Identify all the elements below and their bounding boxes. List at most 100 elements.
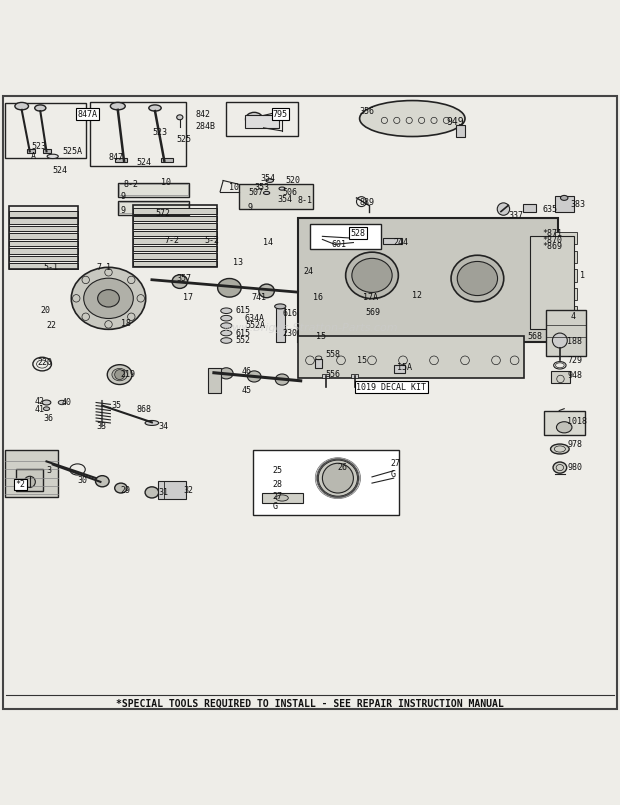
Text: 188: 188 [567,337,582,346]
Text: 14: 14 [264,238,273,247]
Text: 634A: 634A [245,314,265,323]
Ellipse shape [35,105,46,111]
Ellipse shape [24,477,35,488]
Bar [118,201,189,215]
Bar [133,238,217,244]
Ellipse shape [275,374,289,385]
Circle shape [497,203,510,215]
Text: 284B: 284B [195,122,215,131]
Text: 356: 356 [360,106,374,116]
Text: 354: 354 [260,174,275,183]
Text: 15A: 15A [397,363,412,372]
Bar [530,237,574,329]
Text: 34: 34 [158,422,168,431]
Ellipse shape [259,284,275,298]
Bar [133,223,217,229]
Text: *869: *869 [542,242,562,251]
Text: 528: 528 [350,229,365,237]
Bar [158,481,186,498]
Text: 13: 13 [232,258,242,267]
Text: 353: 353 [254,183,269,192]
Text: 5-1: 5-1 [43,263,58,272]
Text: 26: 26 [338,463,348,472]
Bar [298,217,558,342]
Bar [16,469,43,490]
Ellipse shape [247,371,261,382]
Text: 616: 616 [282,309,297,318]
Text: 3: 3 [46,466,51,475]
Bar [133,253,217,258]
Text: 10: 10 [161,178,171,187]
Text: 244: 244 [394,238,409,247]
Ellipse shape [551,444,569,454]
Bar [310,224,381,249]
Ellipse shape [318,460,358,497]
Bar [456,125,465,137]
Ellipse shape [165,490,176,498]
Bar [118,183,189,196]
Text: 524: 524 [136,158,151,167]
Text: 27
G: 27 G [273,492,283,511]
Bar [276,308,285,342]
Bar [133,205,217,267]
Text: 15: 15 [316,332,326,341]
Text: 12: 12 [412,291,422,300]
Text: 978: 978 [567,440,582,449]
Text: 980: 980 [567,463,582,472]
Ellipse shape [264,192,270,195]
Bar [90,102,186,166]
Ellipse shape [71,267,146,329]
Text: 15: 15 [356,356,366,365]
Bar [161,159,173,162]
Text: 889: 889 [360,198,374,208]
Text: 552A: 552A [245,321,265,330]
Text: 17A: 17A [363,292,378,302]
Text: 219: 219 [121,370,136,379]
Ellipse shape [346,252,399,299]
Text: 601: 601 [332,240,347,249]
Text: 220: 220 [37,357,52,367]
Text: 552: 552 [236,336,250,345]
Text: 28: 28 [273,480,283,489]
Ellipse shape [15,102,29,109]
Text: 42: 42 [34,397,44,406]
Ellipse shape [360,101,465,137]
Text: 25: 25 [273,466,283,475]
Ellipse shape [42,400,51,405]
Text: *871: *871 [542,229,562,238]
Text: *2: *2 [16,480,25,489]
Text: 558: 558 [326,349,340,359]
Text: 8-2: 8-2 [124,180,139,188]
Text: 16: 16 [313,292,323,302]
Bar [262,493,303,503]
Bar [9,206,78,269]
Ellipse shape [145,487,159,498]
Bar [351,374,358,378]
Text: 30: 30 [78,476,87,485]
Text: 230: 230 [282,328,297,337]
Bar [253,450,399,515]
Ellipse shape [275,304,286,309]
Bar [133,231,217,237]
Text: 7-1: 7-1 [96,263,111,272]
Text: 507: 507 [248,188,263,197]
Text: 524: 524 [53,166,68,175]
Ellipse shape [43,407,50,411]
Text: 17: 17 [183,292,193,302]
Bar [9,263,78,269]
Bar [555,269,577,282]
Ellipse shape [553,462,567,473]
Bar [133,246,217,251]
Bar [322,374,329,378]
Bar [555,250,577,263]
Text: 10: 10 [229,183,239,192]
Text: 506: 506 [282,188,297,197]
Text: 4: 4 [570,312,575,321]
Bar [555,232,577,245]
Ellipse shape [560,196,568,200]
Text: 33: 33 [96,422,106,431]
Bar [119,184,188,196]
Text: 556: 556 [326,370,340,379]
Ellipse shape [221,316,232,321]
Ellipse shape [221,338,232,343]
